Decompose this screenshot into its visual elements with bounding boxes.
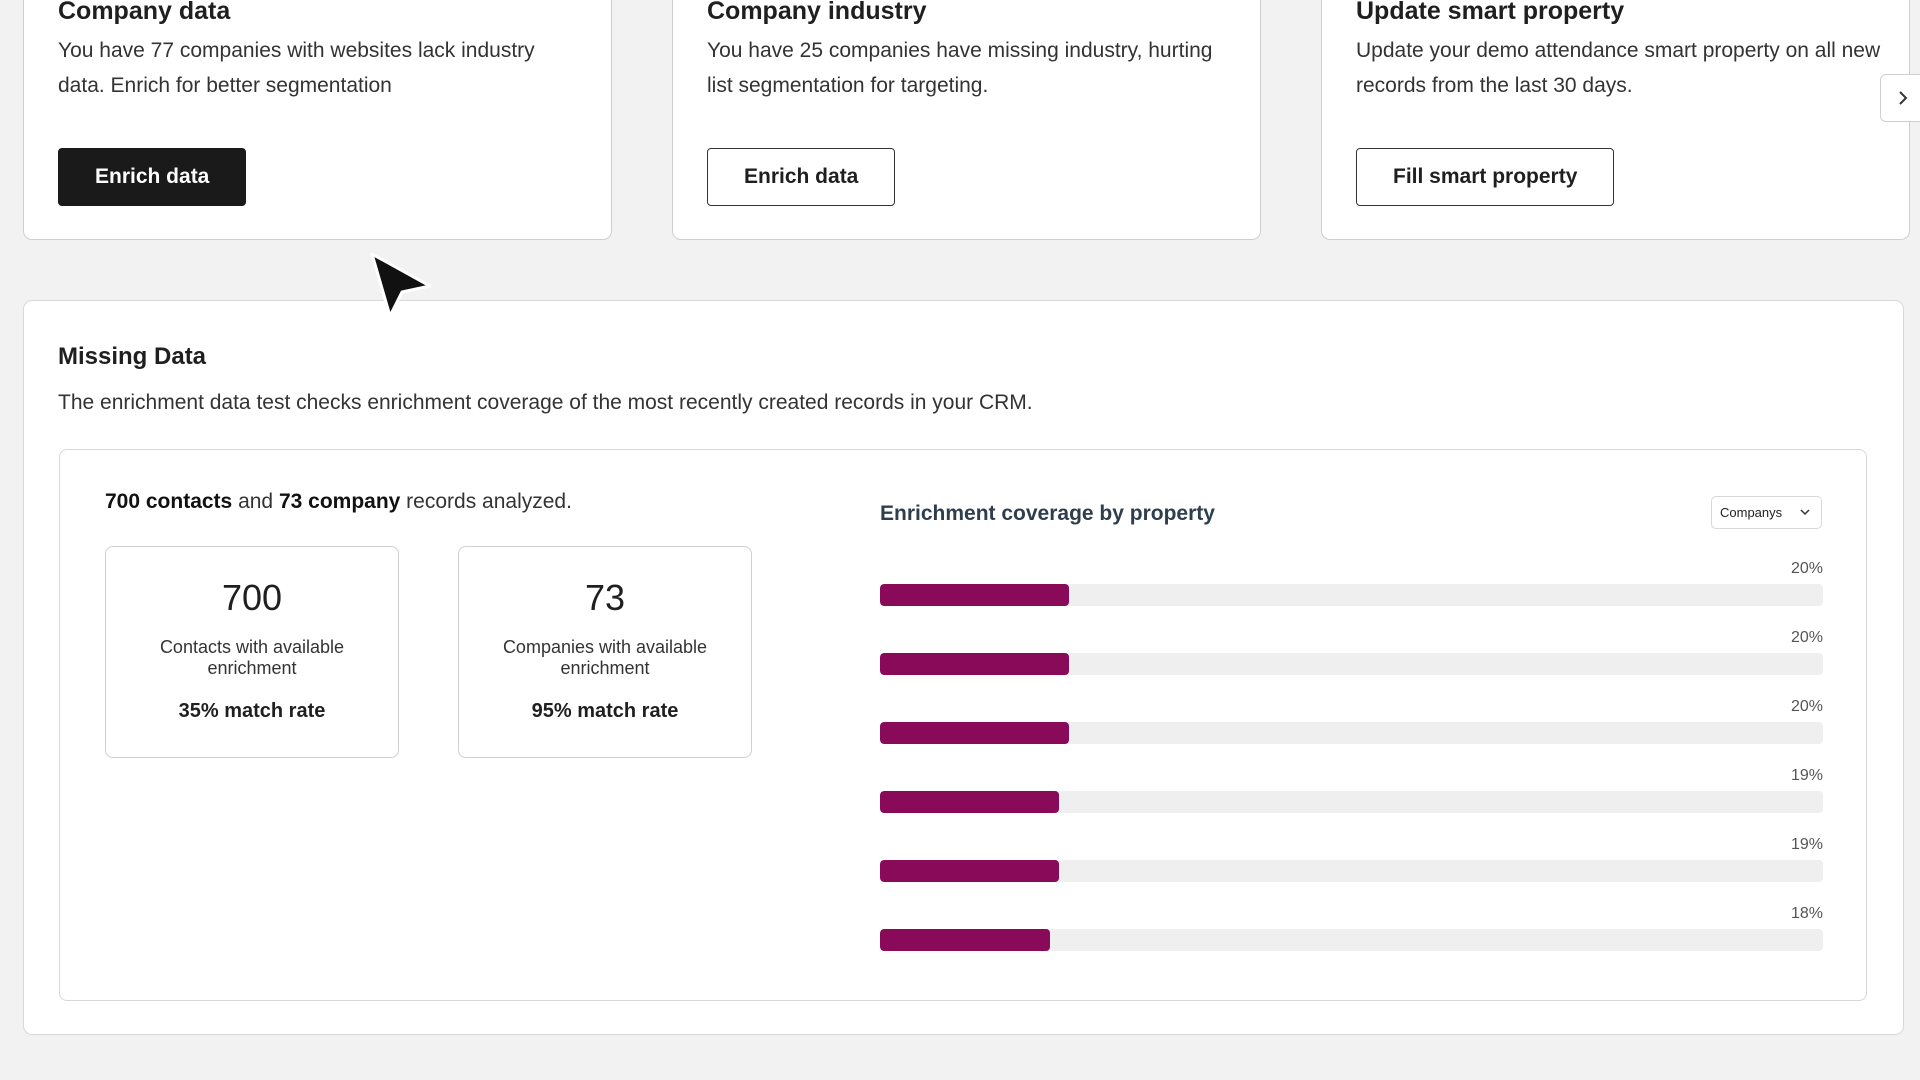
bar-percent-label: 19%: [1790, 767, 1823, 784]
stat-value: 73: [584, 577, 626, 618]
stat-label: Contacts with available enrichment: [159, 637, 345, 678]
coverage-bar-row: 18%: [880, 905, 1823, 951]
bar-percent-label: 18%: [1790, 905, 1823, 922]
chart-title: Enrichment coverage by property: [880, 502, 1215, 525]
card-description: You have 77 companies with websites lack…: [58, 39, 535, 97]
enrich-data-button[interactable]: Enrich data: [707, 148, 896, 206]
stat-label: Companies with available enrichment: [502, 637, 708, 678]
missing-data-section: Missing Data The enrichment data test ch…: [23, 300, 1904, 1035]
bar-fill: [880, 791, 1060, 813]
card-description: You have 25 companies have missing indus…: [707, 39, 1213, 97]
stat-card-contacts: 700 Contacts with available enrichment 3…: [105, 546, 399, 758]
bar-percent-label: 20%: [1790, 698, 1823, 715]
bar-percent-label: 20%: [1790, 560, 1823, 577]
bar-fill: [880, 929, 1050, 951]
card-title: Update smart property: [1356, 0, 1625, 25]
and-text: and: [232, 490, 279, 513]
coverage-bar-row: 19%: [880, 836, 1823, 882]
section-title: Missing Data: [58, 343, 207, 370]
chevron-down-icon: [1800, 509, 1810, 516]
coverage-bar-row: 20%: [880, 698, 1823, 744]
bar-fill: [880, 584, 1069, 606]
carousel-next-button[interactable]: [1880, 74, 1920, 122]
bar-fill: [880, 722, 1069, 744]
card-title: Company industry: [707, 0, 927, 25]
bar-fill: [880, 860, 1060, 882]
bar-track: [880, 653, 1823, 675]
company-count: 73 company: [278, 490, 401, 513]
coverage-bar-row: 20%: [880, 560, 1823, 606]
coverage-bar-row: 19%: [880, 767, 1823, 813]
card-title: Company data: [58, 0, 231, 25]
recommendation-card-company-data: Company data You have 77 companies with …: [23, 0, 612, 240]
bar-track: [880, 722, 1823, 744]
stat-value: 700: [221, 577, 283, 618]
contacts-count: 700 contacts: [105, 490, 233, 513]
coverage-bar-row: 20%: [880, 629, 1823, 675]
bar-track: [880, 860, 1823, 882]
enrichment-panel: 700 contacts and 73 company records anal…: [59, 449, 1867, 1001]
stat-match-rate: 95% match rate: [531, 700, 679, 722]
mouse-cursor-icon: [370, 252, 432, 318]
bar-track: [880, 929, 1823, 951]
fill-smart-property-button[interactable]: Fill smart property: [1356, 148, 1615, 206]
bar-percent-label: 19%: [1790, 836, 1823, 853]
bar-fill: [880, 653, 1069, 675]
bar-track: [880, 791, 1823, 813]
object-type-dropdown[interactable]: Companys: [1711, 496, 1822, 529]
stat-card-companies: 73 Companies with available enrichment 9…: [458, 546, 752, 758]
stat-match-rate: 35% match rate: [178, 700, 326, 722]
enrich-data-button[interactable]: Enrich data: [58, 148, 247, 206]
recommendation-card-company-industry: Company industry You have 25 companies h…: [672, 0, 1261, 240]
bar-track: [880, 584, 1823, 606]
recommendation-card-smart-property: Update smart property Update your demo a…: [1321, 0, 1910, 240]
analyzed-suffix: records analyzed.: [400, 490, 572, 513]
records-analyzed-text: 700 contacts and 73 company records anal…: [105, 490, 572, 514]
bar-percent-label: 20%: [1790, 629, 1823, 646]
dropdown-selected-value: Companys: [1720, 505, 1783, 520]
card-description: Update your demo attendance smart proper…: [1356, 39, 1881, 97]
chevron-right-icon: [1899, 91, 1908, 105]
section-description: The enrichment data test checks enrichme…: [58, 391, 1033, 414]
